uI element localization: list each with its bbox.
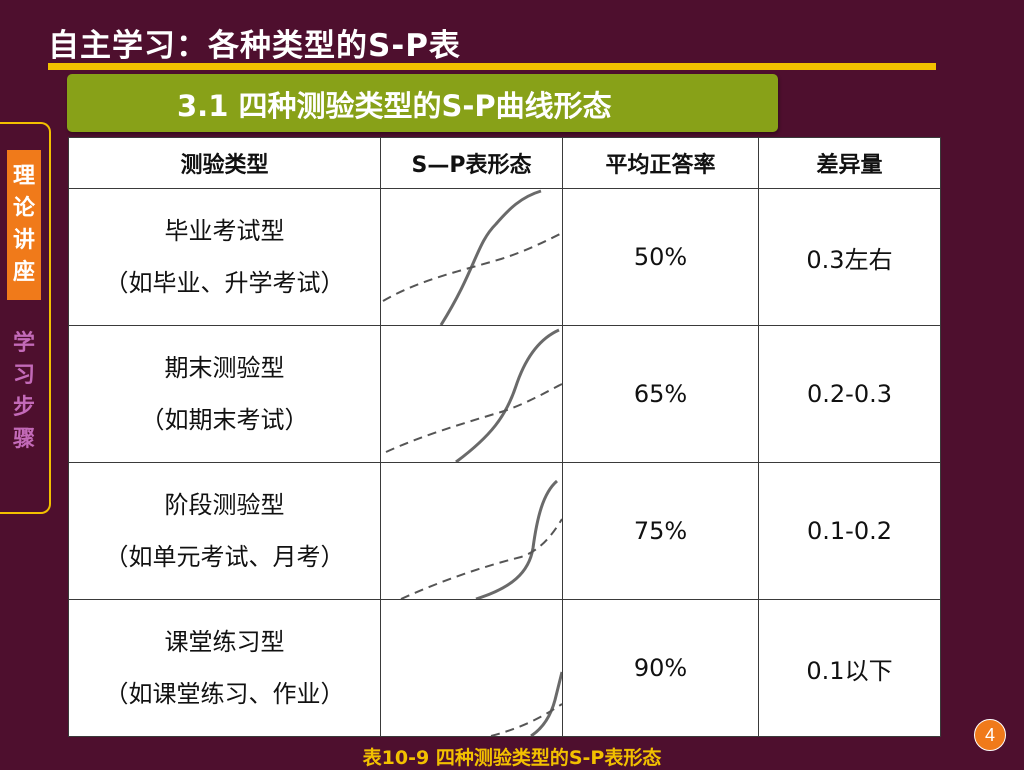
test-type-example: （如单元考试、月考） [104, 543, 345, 571]
test-type-name: 毕业考试型 [164, 217, 285, 245]
test-type-cell: 阶段测验型 （如单元考试、月考） [68, 462, 381, 600]
table-header-row: 测验类型 S—P表形态 平均正答率 差异量 [68, 137, 941, 189]
side-nav-char: 论 [12, 196, 35, 221]
table-row: 毕业考试型 （如毕业、升学考试） 50% 0.3左右 [68, 188, 941, 326]
p-curve [490, 703, 562, 736]
test-type-cell: 期末测验型 （如期末考试） [68, 325, 381, 463]
s-curve [475, 479, 559, 599]
avg-rate-cell: 50% [562, 188, 759, 326]
test-type-example: （如毕业、升学考试） [104, 269, 345, 297]
table-row: 期末测验型 （如期末考试） 65% 0.2-0.3 [68, 325, 941, 463]
side-nav-char: 座 [12, 260, 35, 285]
avg-rate-cell: 65% [562, 325, 759, 463]
avg-rate-cell: 75% [562, 462, 759, 600]
test-type-cell: 课堂练习型 （如课堂练习、作业） [68, 599, 381, 737]
side-nav-char: 理 [12, 164, 35, 189]
test-type-example: （如课堂练习、作业） [104, 680, 345, 708]
title-divider [48, 63, 936, 70]
avg-rate-cell: 90% [562, 599, 759, 737]
header-variance: 差异量 [758, 137, 941, 189]
side-nav-char: 习 [12, 363, 35, 388]
test-type-cell: 毕业考试型 （如毕业、升学考试） [68, 188, 381, 326]
side-nav-char: 讲 [12, 228, 35, 253]
test-type-name: 阶段测验型 [164, 491, 285, 519]
section-heading: 3.1 四种测验类型的S-P曲线形态 [177, 89, 612, 123]
p-curve [400, 518, 562, 599]
header-sp-shape: S—P表形态 [380, 137, 563, 189]
s-curve [455, 328, 560, 462]
test-type-example: （如期末考试） [140, 406, 309, 434]
header-avg-rate: 平均正答率 [562, 137, 759, 189]
sp-curve-graph [380, 599, 563, 737]
variance-cell: 0.1-0.2 [758, 462, 941, 600]
variance-cell: 0.3左右 [758, 188, 941, 326]
page-number-badge: 4 [974, 719, 1006, 751]
slide-title: 自主学习：各种类型的S-P表 [48, 28, 461, 64]
variance-cell: 0.1以下 [758, 599, 941, 737]
variance-cell: 0.2-0.3 [758, 325, 941, 463]
section-banner: 3.1 四种测验类型的S-P曲线形态 [67, 74, 778, 132]
header-test-type: 测验类型 [68, 137, 381, 189]
table-row: 课堂练习型 （如课堂练习、作业） 90% 0.1以下 [68, 599, 941, 737]
p-curve [382, 232, 562, 302]
test-type-name: 期末测验型 [164, 354, 285, 382]
p-curve [385, 383, 562, 453]
side-nav-tab-theory[interactable]: 理 论 讲 座 [7, 150, 41, 300]
side-nav-char: 骤 [12, 427, 35, 452]
side-nav-tab-steps[interactable]: 学 习 步 骤 [7, 328, 41, 468]
test-type-name: 课堂练习型 [164, 628, 285, 656]
sp-curve-graph [380, 188, 563, 326]
side-nav-frame [0, 122, 51, 514]
side-nav-char: 步 [12, 395, 35, 420]
sp-curve-graph [380, 325, 563, 463]
sp-table: 测验类型 S—P表形态 平均正答率 差异量 毕业考试型 （如毕业、升学考试） 5… [68, 137, 941, 737]
side-nav-char: 学 [12, 331, 35, 356]
table-caption: 表10-9 四种测验类型的S-P表形态 [362, 747, 662, 769]
s-curve [439, 189, 542, 325]
sp-curve-graph [380, 462, 563, 600]
table-row: 阶段测验型 （如单元考试、月考） 75% 0.1-0.2 [68, 462, 941, 600]
s-curve [530, 671, 562, 736]
